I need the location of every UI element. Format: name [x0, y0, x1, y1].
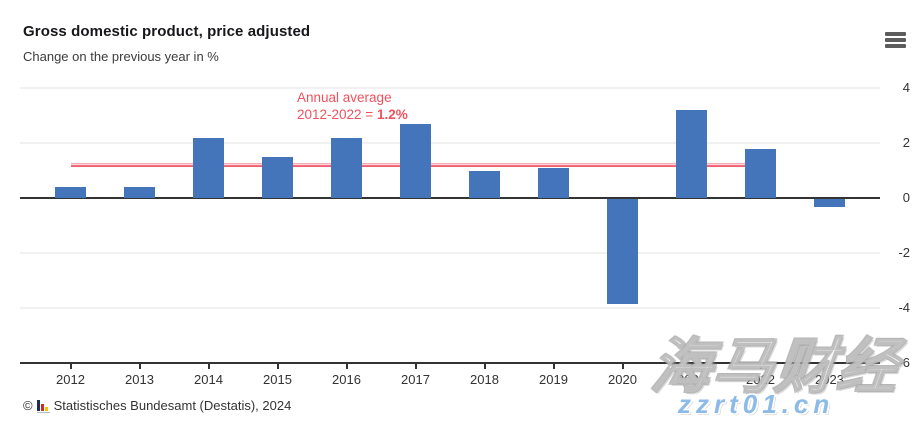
source-footer: © Statistisches Bundesamt (Destatis), 20…: [23, 398, 291, 413]
x-axis-tick: [621, 364, 624, 369]
x-axis-tick: [552, 364, 555, 369]
destatis-logo-icon: [36, 398, 50, 413]
x-axis-tick: [828, 364, 831, 369]
x-axis-tick: [759, 364, 762, 369]
average-annotation-line2: 2012-2022 = 1.2%: [297, 106, 408, 122]
bar-2017[interactable]: [400, 123, 431, 198]
x-axis-label-2019: 2019: [539, 372, 568, 387]
source-text: Statistisches Bundesamt (Destatis), 2024: [53, 398, 292, 413]
x-axis-tick: [483, 364, 486, 369]
gridline: [20, 87, 880, 89]
gridline: [20, 252, 880, 254]
x-axis-label-2022: 2022: [746, 372, 775, 387]
x-axis-label-2012: 2012: [56, 372, 85, 387]
x-axis-label-2015: 2015: [263, 372, 292, 387]
bar-2021[interactable]: [676, 110, 707, 198]
bar-2022[interactable]: [745, 148, 776, 198]
x-axis-label-2020: 2020: [608, 372, 637, 387]
x-axis-tick: [345, 364, 348, 369]
x-axis-label-2014: 2014: [194, 372, 223, 387]
x-axis-label-2016: 2016: [332, 372, 361, 387]
x-axis-label-2018: 2018: [470, 372, 499, 387]
hamburger-menu-icon[interactable]: [885, 32, 906, 48]
x-axis-label-2017: 2017: [401, 372, 430, 387]
y-axis-tick-label: -6: [898, 355, 910, 370]
bottom-axis-line: [20, 362, 880, 364]
y-axis-tick-label: -4: [898, 300, 910, 315]
y-axis-tick-label: 4: [902, 80, 910, 95]
copyright-symbol: ©: [23, 398, 33, 413]
y-axis-tick-label: 0: [902, 190, 910, 205]
x-axis-tick: [207, 364, 210, 369]
x-axis-label-2013: 2013: [125, 372, 154, 387]
bar-2013[interactable]: [124, 187, 155, 198]
x-axis-label-2023: 2023: [815, 372, 844, 387]
x-axis-tick: [690, 364, 693, 369]
bar-2019[interactable]: [538, 167, 569, 198]
y-axis-tick-label: -2: [898, 245, 910, 260]
y-axis-tick-label: 2: [902, 135, 910, 150]
x-axis-tick: [138, 364, 141, 369]
bar-2014[interactable]: [193, 137, 224, 198]
zero-axis-line: [20, 197, 880, 199]
bar-2015[interactable]: [262, 156, 293, 198]
bar-2012[interactable]: [55, 187, 86, 198]
gridline: [20, 142, 880, 144]
average-annotation: Annual average 2012-2022 = 1.2%: [297, 90, 408, 123]
x-axis-tick: [414, 364, 417, 369]
chart-subtitle: Change on the previous year in %: [23, 49, 219, 64]
x-axis-tick: [276, 364, 279, 369]
page-title: Gross domestic product, price adjusted: [23, 23, 311, 40]
bar-2018[interactable]: [469, 170, 500, 198]
x-axis-tick: [69, 364, 72, 369]
x-axis-label-2021: 2021: [677, 372, 706, 387]
bar-2016[interactable]: [331, 137, 362, 198]
bar-2023[interactable]: [814, 199, 845, 208]
average-annotation-line1: Annual average: [297, 90, 392, 105]
bar-2020[interactable]: [607, 199, 638, 304]
gridline: [20, 307, 880, 309]
